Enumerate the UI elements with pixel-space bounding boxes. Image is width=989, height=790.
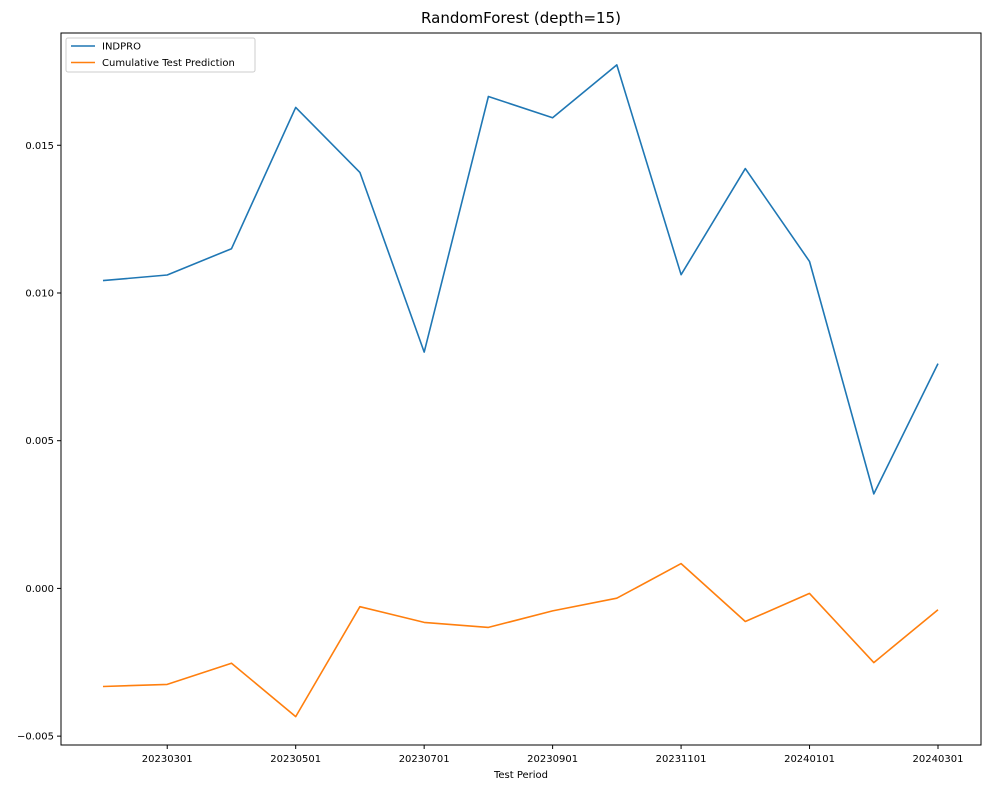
x-tick-label: 20230901 <box>527 754 578 765</box>
y-tick-label: −0.005 <box>17 732 54 743</box>
x-tick-label: 20230701 <box>399 754 450 765</box>
series-line-2 <box>102 562 939 718</box>
y-tick-label: 0.000 <box>25 584 54 595</box>
x-tick-label: 20231101 <box>656 754 707 765</box>
series-layer <box>102 64 939 718</box>
plot-area <box>60 32 982 746</box>
series-line-1 <box>102 64 939 495</box>
legend-label-2: Cumulative Test Prediction <box>102 58 235 69</box>
plot-frame <box>60 32 982 746</box>
y-tick-label: 0.010 <box>25 288 54 299</box>
y-axis: −0.005 0.000 0.005 0.010 0.015 <box>17 141 61 743</box>
x-axis-label: Test Period <box>493 770 548 781</box>
legend: INDPRO Cumulative Test Prediction <box>65 37 256 73</box>
x-tick-label: 20230501 <box>270 754 321 765</box>
x-tick-label: 20230301 <box>142 754 193 765</box>
y-tick-label: 0.015 <box>25 141 54 152</box>
legend-label-1: INDPRO <box>102 42 141 53</box>
x-tick-label: 20240301 <box>913 754 964 765</box>
legend-box <box>65 37 256 73</box>
x-tick-label: 20240101 <box>784 754 835 765</box>
chart-title: RandomForest (depth=15) <box>421 9 621 27</box>
x-axis: 20230301 20230501 20230701 20230901 20231101… <box>142 745 964 765</box>
y-tick-label: 0.005 <box>25 436 54 447</box>
